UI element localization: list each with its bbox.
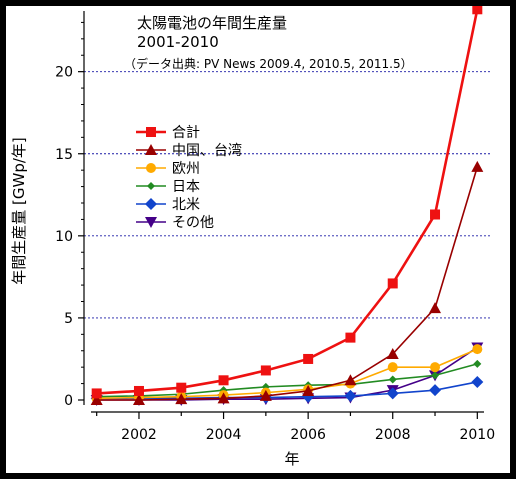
legend-item: 合計 [136,125,200,141]
x-tick-label: 2004 [206,427,242,443]
chart-title: 太陽電池の年間生産量 [137,14,287,32]
data-point [429,302,442,314]
legend-item: 欧州 [136,161,200,177]
data-point [386,348,399,360]
x-tick-label: 2002 [121,427,157,443]
x-tick-label: 2008 [375,427,411,443]
y-tick-label: 10 [55,229,73,245]
data-point [218,375,229,386]
data-point [133,385,144,396]
y-tick-label: 5 [64,311,73,327]
data-point [344,389,357,402]
data-point [302,384,315,396]
grid-lines [84,71,490,319]
data-point [386,387,399,400]
data-point [430,362,441,373]
y-tick-label: 15 [55,147,73,163]
data-point [387,362,398,373]
data-point [387,278,398,289]
legend-item: その他 [136,215,214,231]
data-point [132,394,145,405]
data-point [471,160,484,172]
data-point [345,332,356,343]
data-point [175,393,188,405]
legend-item: 日本 [136,179,200,195]
series-中国、台湾 [90,160,484,405]
data-point [471,375,484,388]
data-point [260,365,271,376]
data-point [303,353,314,364]
series-欧州 [91,344,483,404]
x-tick-label: 2010 [459,427,495,443]
series-line [96,346,478,401]
data-point [344,374,357,386]
data-point [90,394,103,405]
y-tick-label: 0 [64,393,73,409]
legend-marker [146,163,156,173]
series-line [96,381,478,400]
chart-subtitle: 2001-2010 [137,33,219,51]
series-line [96,166,479,401]
data-point [429,384,442,397]
legend-label: 合計 [172,125,200,141]
series-合計 [91,6,483,399]
data-point [176,382,187,393]
legend-marker [147,182,155,190]
legend-marker [146,127,156,137]
x-tick-label: 2006 [290,427,326,443]
series-line [96,348,478,400]
legend-marker [145,217,157,228]
legend-label: 北米 [172,197,200,213]
data-point [431,371,440,380]
data-point [388,375,397,384]
legend-label: その他 [172,215,214,231]
axes [83,11,484,413]
data-source-note: （データ出典: PV News 2009.4, 2010.5, 2011.5） [124,56,413,71]
data-point [91,388,102,399]
y-tick-label: 20 [55,65,73,81]
series-line [96,9,479,395]
legend-label: 欧州 [172,161,200,177]
ticks: 0 5 10 15 20 2002 2004 2006 2008 2010 [55,21,495,443]
data-point [472,344,483,355]
chart-frame: 0 5 10 15 20 2002 2004 2006 2008 2010 太陽電池の年間生産量 … [6,6,510,473]
legend-label: 中国、台湾 [172,142,242,159]
series-line [96,363,478,398]
data-point [473,359,482,368]
legend-item: 北米 [136,197,200,213]
legend-label: 日本 [172,179,200,195]
legend-marker [145,144,157,155]
legend-item: 中国、台湾 [136,142,242,159]
y-axis-label: 年間生産量 [GWp/年] [10,137,28,285]
x-axis-label: 年 [284,450,299,468]
data-point [217,392,230,404]
legend-marker [145,198,157,210]
data-point [430,209,441,220]
data-point [259,389,272,401]
series [90,6,484,406]
data-point [472,6,483,15]
